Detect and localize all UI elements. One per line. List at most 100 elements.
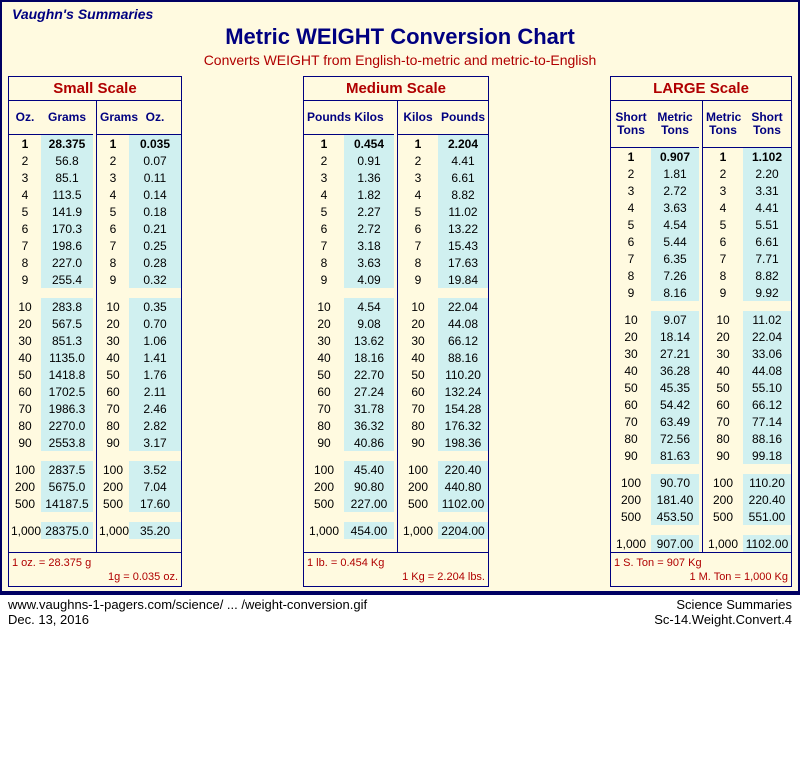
table-row: 1011.02	[703, 311, 791, 328]
value-cell: 4.41	[438, 152, 488, 169]
table-row: 501.76	[97, 366, 181, 383]
key-cell: 2	[97, 152, 129, 169]
table-row: 33.31	[703, 182, 791, 199]
table-row: 76.35	[611, 250, 699, 267]
key-cell: 4	[398, 186, 438, 203]
key-cell: 70	[611, 413, 651, 430]
key-cell: 100	[97, 461, 129, 478]
key-cell: 8	[398, 254, 438, 271]
key-cell: 10	[398, 298, 438, 315]
key-cell: 9	[703, 284, 743, 301]
key-cell: 7	[97, 237, 129, 254]
value-cell: 5675.0	[41, 478, 93, 495]
value-cell: 99.18	[743, 447, 791, 464]
column-header: Short Tons	[743, 101, 791, 147]
table-row: 70154.28	[398, 400, 488, 417]
table-row: 20090.80	[304, 478, 394, 495]
key-cell: 2	[9, 152, 41, 169]
value-cell: 198.36	[438, 434, 488, 451]
value-cell: 1102.00	[743, 535, 791, 552]
subtable: Oz.Grams128.375256.8385.14113.55141.9617…	[9, 101, 93, 552]
key-cell: 4	[304, 186, 344, 203]
key-cell: 80	[703, 430, 743, 447]
footnote-row: 1 Kg = 2.204 lbs.	[307, 571, 485, 583]
table-row: 3013.62	[304, 332, 394, 349]
key-cell: 10	[703, 311, 743, 328]
key-cell: 60	[398, 383, 438, 400]
key-cell: 7	[611, 250, 651, 267]
value-cell: 81.63	[651, 447, 699, 464]
footnote-row: 1 M. Ton = 1,000 Kg	[614, 571, 788, 583]
data-rows: 11.10222.2033.3144.4155.5166.6177.7188.8…	[703, 148, 791, 552]
key-cell: 90	[304, 434, 344, 451]
value-cell: 27.24	[344, 383, 394, 400]
key-cell: 1,000	[703, 535, 743, 552]
table-row: 73.18	[304, 237, 394, 254]
table-row: 6027.24	[304, 383, 394, 400]
value-cell: 1986.3	[41, 400, 93, 417]
table-row: 401135.0	[9, 349, 93, 366]
table-row: 903.17	[97, 434, 181, 451]
key-cell: 1,000	[398, 522, 438, 539]
key-cell: 9	[611, 284, 651, 301]
table-row: 20.07	[97, 152, 181, 169]
table-row: 501418.8	[9, 366, 93, 383]
table-row: 4088.16	[398, 349, 488, 366]
key-cell: 100	[398, 461, 438, 478]
table-row: 919.84	[398, 271, 488, 288]
value-cell: 0.25	[129, 237, 181, 254]
subtable: Metric TonsShort Tons11.10222.2033.3144.…	[702, 101, 791, 552]
value-cell: 35.20	[129, 522, 181, 539]
value-cell: 0.32	[129, 271, 181, 288]
key-cell: 90	[9, 434, 41, 451]
key-cell: 2	[703, 165, 743, 182]
column-header: Kilos	[344, 101, 394, 134]
value-cell: 3.63	[651, 199, 699, 216]
value-cell: 56.8	[41, 152, 93, 169]
key-cell: 5	[398, 203, 438, 220]
footnote-right: 1g = 0.035 oz.	[108, 571, 178, 583]
table-row: 9040.86	[304, 434, 394, 451]
table-row: 104.54	[304, 298, 394, 315]
footer: www.vaughns-1-pagers.com/science/ ... /w…	[0, 593, 800, 631]
key-cell: 30	[304, 332, 344, 349]
conversion-chart-page: Vaughn's Summaries Metric WEIGHT Convers…	[0, 0, 800, 593]
table-row: 80.28	[97, 254, 181, 271]
table-row: 55.51	[703, 216, 791, 233]
header-row: Oz.Grams	[9, 101, 93, 135]
value-cell: 5.44	[651, 233, 699, 250]
table-row: 1,000454.00	[304, 522, 394, 539]
column-header: Grams	[97, 101, 129, 134]
key-cell: 80	[9, 417, 41, 434]
key-cell: 3	[304, 169, 344, 186]
table-row: 9255.4	[9, 271, 93, 288]
table-row: 200181.40	[611, 491, 699, 508]
table-row: 88.82	[703, 267, 791, 284]
key-cell: 20	[97, 315, 129, 332]
footnote-left: 1 S. Ton = 907 Kg	[614, 557, 702, 569]
table-row: 902553.8	[9, 434, 93, 451]
value-cell: 2.82	[129, 417, 181, 434]
value-cell: 88.16	[743, 430, 791, 447]
key-cell: 5	[9, 203, 41, 220]
column-header: Oz.	[9, 101, 41, 134]
key-cell: 500	[398, 495, 438, 512]
key-cell: 90	[703, 447, 743, 464]
table-row: 3033.06	[703, 345, 791, 362]
key-cell: 1,000	[611, 535, 651, 552]
key-cell: 60	[9, 383, 41, 400]
key-cell: 30	[611, 345, 651, 362]
key-cell: 3	[611, 182, 651, 199]
key-cell: 3	[398, 169, 438, 186]
key-cell: 6	[304, 220, 344, 237]
value-cell: 113.5	[41, 186, 93, 203]
footnote-row: 1 lb. = 0.454 Kg	[307, 557, 485, 569]
table-row: 100.35	[97, 298, 181, 315]
key-cell: 1	[398, 135, 438, 152]
data-rows: 10.03520.0730.1140.1450.1860.2170.2580.2…	[97, 135, 181, 552]
table-row: 10.907	[611, 148, 699, 165]
table-row: 200220.40	[703, 491, 791, 508]
key-cell: 40	[398, 349, 438, 366]
value-cell: 15.43	[438, 237, 488, 254]
table-row: 2044.08	[398, 315, 488, 332]
